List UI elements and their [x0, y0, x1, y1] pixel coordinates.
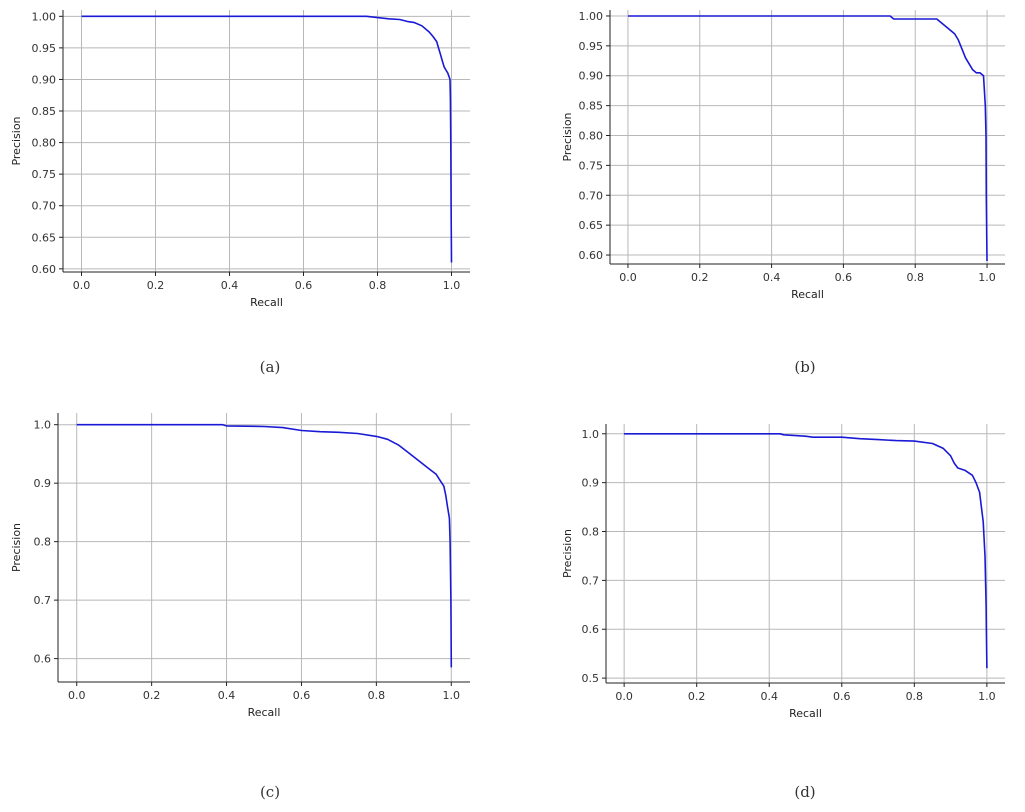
x-tick-label: 0.0 — [73, 279, 91, 292]
y-axis-label: Precision — [561, 112, 574, 161]
x-tick-label: 1.0 — [978, 271, 996, 284]
y-tick-label: 1.0 — [34, 419, 52, 432]
y-tick-label: 0.85 — [32, 105, 57, 118]
x-tick-label: 0.8 — [368, 689, 386, 702]
pr-curve — [76, 423, 453, 668]
y-tick-label: 0.95 — [579, 40, 604, 53]
pr-curve — [628, 15, 988, 262]
x-tick-label: 0.6 — [295, 279, 313, 292]
panel-d: (d) 0.0 0.2 0.4 0.6 0.8 1.0 0.5 0.6 0.7 0.8 0.9 1.0… — [561, 424, 1005, 801]
x-tick-label: 0.8 — [906, 271, 924, 284]
x-tick-label: 0.6 — [833, 690, 851, 703]
y-axis-label: Precision — [10, 116, 23, 165]
x-tick-label: 0.8 — [906, 690, 924, 703]
y-tick-label: 0.75 — [579, 159, 604, 172]
y-tick-label: 0.75 — [32, 168, 57, 181]
x-axis-label: Recall — [248, 706, 281, 719]
y-tick-label: 0.80 — [579, 130, 604, 143]
y-tick-label: 0.70 — [579, 189, 604, 202]
y-tick-label: 0.7 — [582, 574, 600, 587]
x-tick-label: 0.0 — [619, 271, 637, 284]
y-axis-label: Precision — [561, 529, 574, 578]
x-tick-label: 1.0 — [443, 689, 461, 702]
x-tick-label: 0.2 — [688, 690, 706, 703]
pr-curve — [81, 15, 453, 263]
y-tick-label: 0.6 — [582, 623, 600, 636]
y-tick-label: 0.65 — [579, 219, 604, 232]
y-tick-label: 1.0 — [582, 428, 600, 441]
y-tick-label: 0.6 — [34, 653, 52, 666]
panel-c: (c) 0.0 0.2 0.4 0.6 0.8 1.0 0.6 0.7 0.8 0.9 1.0 Rec… — [10, 413, 470, 801]
x-tick-label: 0.2 — [147, 279, 165, 292]
y-tick-label: 0.95 — [32, 42, 57, 55]
x-tick-label: 1.0 — [978, 690, 996, 703]
y-tick-label: 0.90 — [32, 73, 57, 86]
y-tick-label: 0.65 — [32, 231, 57, 244]
x-tick-label: 0.6 — [293, 689, 311, 702]
x-tick-label: 0.0 — [68, 689, 86, 702]
y-tick-label: 0.60 — [32, 263, 57, 276]
y-axis-label: Precision — [10, 523, 23, 572]
y-tick-label: 0.90 — [579, 70, 604, 83]
x-axis-label: Recall — [250, 296, 283, 309]
y-tick-label: 0.8 — [34, 536, 52, 549]
x-axis-label: Recall — [789, 707, 822, 720]
x-tick-label: 1.0 — [443, 279, 461, 292]
panel-d-caption: (d) — [794, 783, 815, 801]
x-tick-label: 0.2 — [691, 271, 709, 284]
x-axis-label: Recall — [791, 288, 824, 301]
y-tick-label: 0.9 — [34, 477, 52, 490]
panel-a: (a) 0.0 0.2 0.4 0.6 0.8 1.0 0.60 0.65 0.70 0.75 0.… — [10, 10, 470, 376]
x-tick-label: 0.6 — [835, 271, 853, 284]
y-tick-label: 1.00 — [32, 10, 57, 23]
x-tick-label: 0.0 — [615, 690, 633, 703]
x-tick-label: 0.4 — [763, 271, 781, 284]
x-tick-label: 0.2 — [143, 689, 161, 702]
panel-a-caption: (a) — [260, 358, 281, 376]
panel-b-caption: (b) — [794, 358, 815, 376]
y-tick-label: 0.60 — [579, 249, 604, 262]
y-tick-label: 0.70 — [32, 200, 57, 213]
panel-c-caption: (c) — [260, 783, 280, 801]
pr-curve — [624, 432, 988, 669]
x-tick-label: 0.4 — [221, 279, 239, 292]
y-tick-label: 0.80 — [32, 137, 57, 150]
y-tick-label: 0.85 — [579, 100, 604, 113]
y-tick-label: 0.8 — [582, 526, 600, 539]
panel-b: (b) 0.0 0.2 0.4 0.6 0.8 1.0 0.60 0.65 0.70 0.75 0.… — [561, 10, 1005, 376]
y-tick-label: 0.5 — [582, 672, 600, 685]
x-tick-label: 0.8 — [369, 279, 387, 292]
y-tick-label: 1.00 — [579, 10, 604, 23]
y-tick-label: 0.7 — [34, 594, 52, 607]
x-tick-label: 0.4 — [760, 690, 778, 703]
x-tick-label: 0.4 — [218, 689, 236, 702]
y-tick-label: 0.9 — [582, 477, 600, 490]
